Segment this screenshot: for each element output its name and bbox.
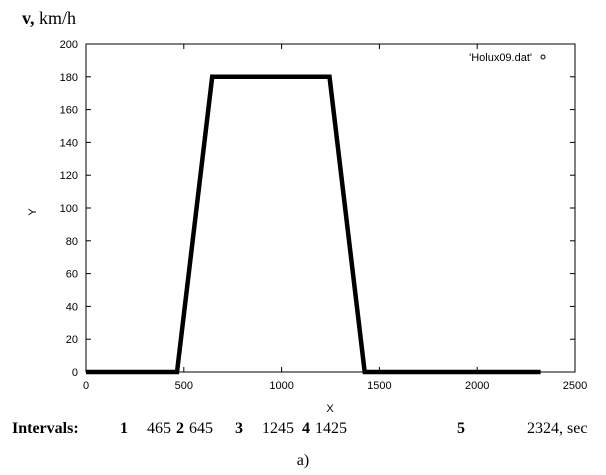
- interval-1-number: 1: [120, 420, 128, 437]
- x-axis-title: X: [326, 403, 334, 415]
- y-tick-label: 100: [60, 203, 78, 215]
- y-tick-label: 20: [66, 334, 78, 346]
- interval-5-value: 2324, sec: [527, 420, 588, 437]
- y-tick-label: 80: [66, 236, 78, 248]
- figure-caption: a): [296, 452, 310, 469]
- x-tick-label: 1500: [367, 380, 391, 392]
- y-tick-label: 40: [66, 301, 78, 313]
- interval-4-value: 1425: [315, 420, 347, 437]
- velocity-symbol: v,: [22, 8, 35, 28]
- speed-chart: 0 20 40 60 80 100 120 140 160 180 200 0 500 1000 1500…: [27, 39, 587, 415]
- y-axis-title: Y: [27, 208, 39, 216]
- velocity-unit: km/h: [39, 8, 77, 28]
- interval-2-number: 2: [176, 420, 184, 437]
- y-axis-ticks: 0 20 40 60 80 100 120 140 160 180 200: [60, 39, 575, 379]
- x-axis-ticks: 0 500 1000 1500 2000 2500: [83, 44, 587, 392]
- intervals-label: Intervals:: [12, 420, 79, 437]
- velocity-axis-label: v, km/h: [22, 8, 76, 29]
- x-tick-label: 1000: [269, 380, 293, 392]
- interval-5-number: 5: [457, 420, 465, 437]
- y-tick-label: 160: [60, 105, 78, 117]
- interval-2-value: 645: [189, 420, 213, 437]
- interval-3-number: 3: [235, 420, 243, 437]
- legend: 'Holux09.dat': [469, 52, 546, 64]
- interval-1-value: 465: [147, 420, 171, 437]
- x-tick-label: 2000: [465, 380, 489, 392]
- x-tick-label: 2500: [563, 380, 587, 392]
- y-tick-label: 200: [60, 39, 78, 51]
- legend-label: 'Holux09.dat': [469, 52, 532, 64]
- y-tick-label: 0: [72, 367, 78, 379]
- series-layer: [86, 74, 541, 375]
- y-tick-label: 120: [60, 170, 78, 182]
- interval-3-value: 1245: [262, 420, 294, 437]
- series-line-holux09: [86, 74, 541, 375]
- x-tick-label: 500: [175, 380, 193, 392]
- interval-4-number: 4: [302, 420, 310, 437]
- legend-marker: [540, 54, 546, 60]
- y-tick-label: 180: [60, 72, 78, 84]
- y-tick-label: 60: [66, 269, 78, 281]
- x-tick-label: 0: [83, 380, 89, 392]
- y-tick-label: 140: [60, 137, 78, 149]
